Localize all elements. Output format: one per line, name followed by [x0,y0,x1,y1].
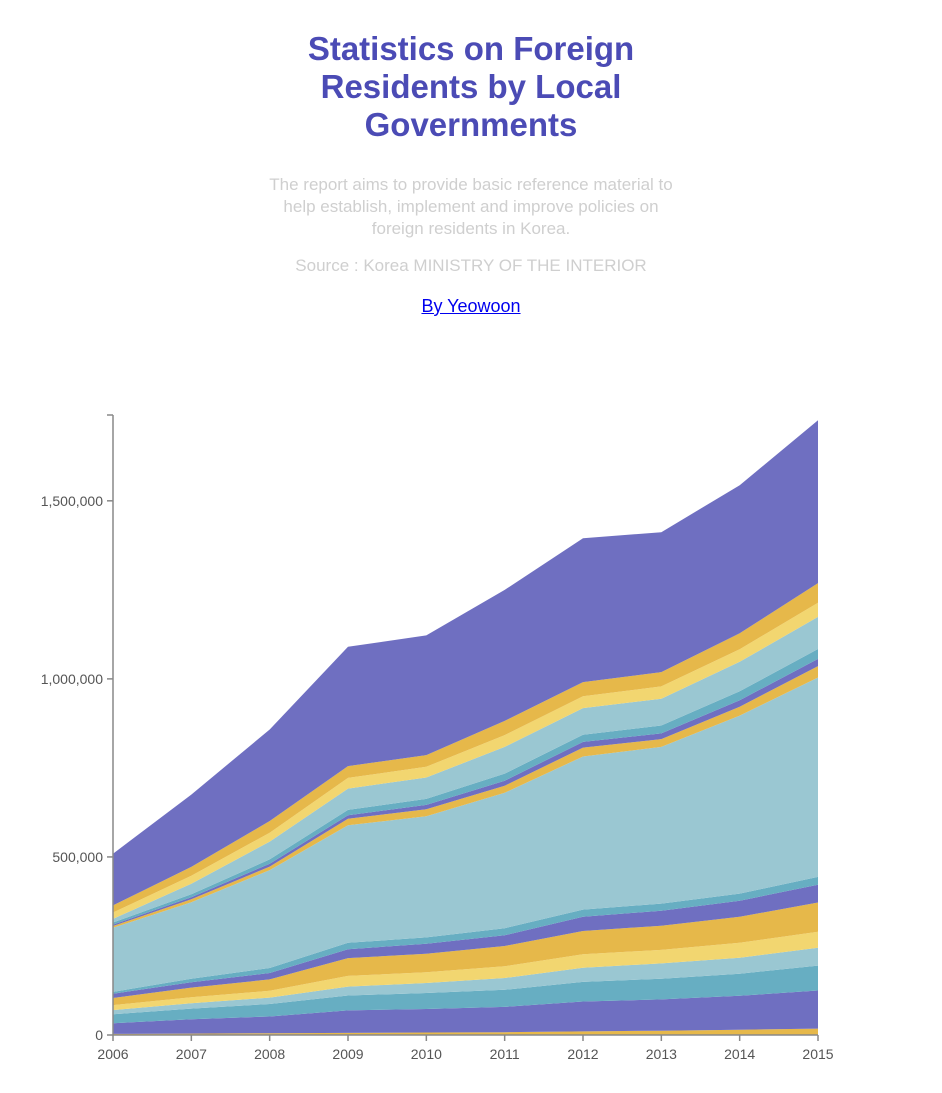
page-title: Statistics on Foreign Residents by Local… [307,30,635,143]
area-layer-2 [113,990,818,1034]
y-tick-label: 0 [95,1027,103,1043]
x-tick-label: 2008 [254,1046,285,1062]
area-layer-3 [113,965,818,1024]
y-tick-label: 1,500,000 [41,493,103,509]
area-layer-1 [113,1028,818,1035]
area-layer-13 [113,616,818,923]
x-axis: 2006 2007 2008 2009 2010 2011 2012 2013 2014 2015 [97,1034,834,1062]
area-layer-5 [113,931,818,1011]
area-layer-4 [113,947,818,1015]
page-header: Statistics on Foreign Residents by Local… [0,0,942,317]
area-layer-9 [113,677,818,992]
area-layer-15 [113,583,818,913]
area-layers [113,420,818,1035]
x-tick-label: 2009 [332,1046,363,1062]
x-tick-label: 2014 [724,1046,755,1062]
x-tick-label: 2010 [411,1046,442,1062]
author-link[interactable]: By Yeowoon [421,296,521,316]
x-tick-label: 2011 [490,1046,520,1062]
x-tick-label: 2007 [176,1046,207,1062]
page-subtitle: The report aims to provide basic referen… [269,175,673,238]
x-tick-label: 2012 [567,1046,598,1062]
source-note: Source : Korea MINISTRY OF THE INTERIOR [295,256,647,275]
x-tick-label: 2006 [97,1046,128,1062]
x-tick-label: 2013 [646,1046,677,1062]
y-tick-label: 1,000,000 [41,671,103,687]
y-tick-label: 500,000 [52,849,103,865]
area-layer-12 [113,649,818,925]
y-axis: 0 500,000 1,000,000 1,500,000 [41,414,114,1043]
area-layer-7 [113,884,818,998]
area-layer-14 [113,602,818,919]
x-tick-label: 2015 [802,1046,833,1062]
area-layer-6 [113,902,818,1006]
area-layer-16 [113,420,818,906]
area-layer-8 [113,876,818,994]
